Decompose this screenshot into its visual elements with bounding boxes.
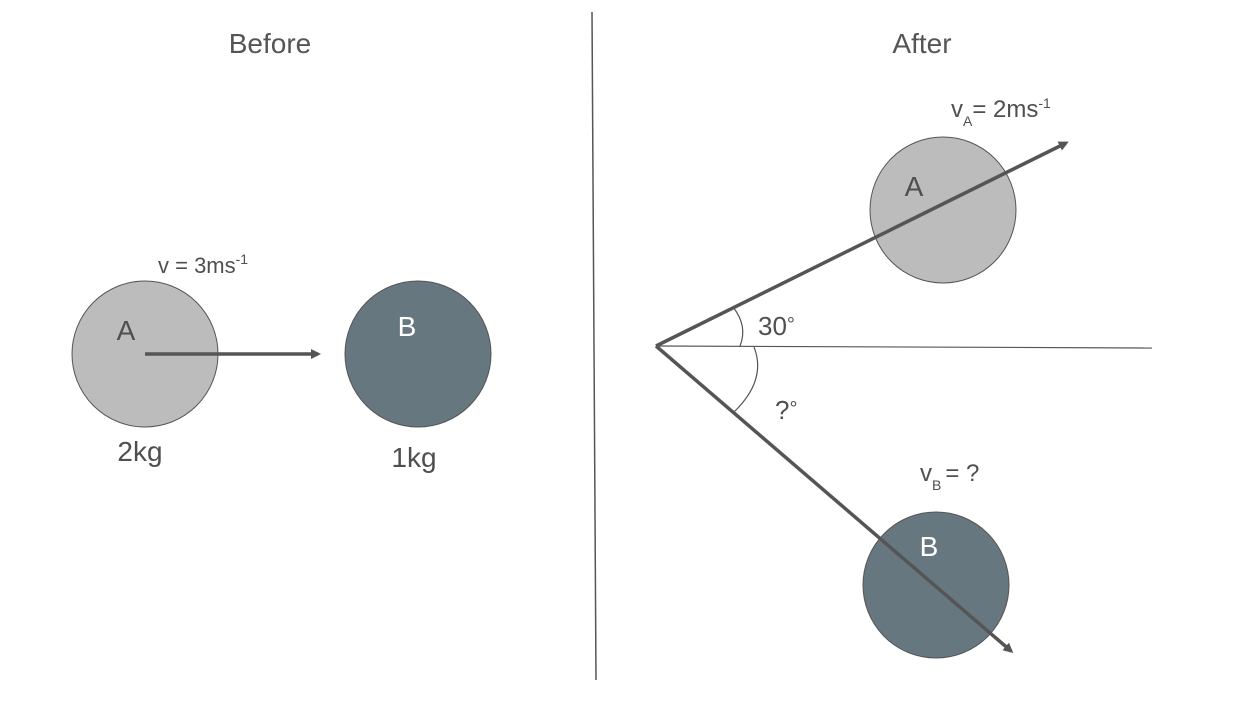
after-heading: After bbox=[892, 28, 951, 59]
after-velocity-b-arrow bbox=[654, 344, 1014, 653]
after-velocity-b-value: = ? bbox=[945, 460, 979, 487]
before-velocity-label: v = 3ms-1 bbox=[158, 251, 248, 278]
angle-b-value: ? bbox=[775, 395, 789, 425]
after-velocity-b-symbol: v bbox=[920, 460, 932, 487]
before-velocity-base: v = 3ms bbox=[158, 253, 236, 278]
before-ball-a-letter: A bbox=[117, 315, 136, 346]
after-velocity-b-subscript: B bbox=[932, 477, 941, 493]
before-velocity-exponent: -1 bbox=[236, 251, 249, 267]
before-ball-b-mass: 1kg bbox=[391, 442, 436, 473]
after-ball-a: A bbox=[869, 136, 1017, 284]
after-ball-b-letter: B bbox=[920, 531, 939, 562]
before-heading: Before bbox=[229, 28, 312, 59]
angle-a-degree: ° bbox=[787, 314, 795, 336]
before-ball-b-letter: B bbox=[398, 311, 417, 342]
after-velocity-b-label: vB = ? bbox=[920, 460, 979, 493]
angle-a-label: 30° bbox=[758, 311, 795, 341]
after-velocity-a-arrow bbox=[655, 141, 1069, 348]
after-velocity-a-label: vA= 2ms-1 bbox=[951, 95, 1051, 129]
panel-divider bbox=[591, 11, 597, 681]
reference-line bbox=[655, 345, 1153, 349]
angle-b-degree: ° bbox=[789, 398, 797, 420]
angle-a-arc bbox=[732, 306, 744, 347]
after-velocity-a-value: = 2ms bbox=[972, 96, 1038, 123]
before-ball-a-mass: 2kg bbox=[117, 436, 162, 467]
angle-b-arc bbox=[733, 346, 759, 413]
after-ball-a-circle bbox=[869, 136, 1017, 284]
after-velocity-a-symbol: v bbox=[951, 96, 963, 123]
after-velocity-a-exponent: -1 bbox=[1038, 95, 1051, 111]
angle-a-value: 30 bbox=[758, 311, 787, 341]
after-ball-a-letter: A bbox=[905, 171, 924, 202]
angle-b-label: ?° bbox=[775, 395, 797, 425]
after-velocity-a-subscript: A bbox=[963, 113, 973, 129]
before-ball-b-circle bbox=[344, 280, 492, 428]
before-ball-b: B bbox=[344, 280, 492, 428]
